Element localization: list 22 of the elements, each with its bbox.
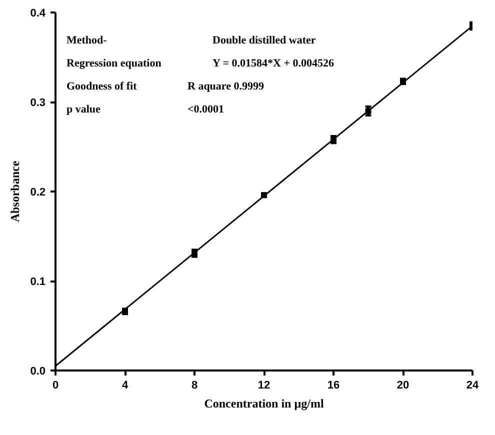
x-tick-label: 0 (52, 380, 59, 392)
annotation: R aquare 0.9999 (188, 80, 264, 92)
x-tick-label: 8 (191, 380, 198, 392)
annotation: p value (66, 104, 101, 116)
y-axis-title: Absorbance (8, 160, 22, 222)
annotation: Double distilled water (212, 34, 316, 46)
x-tick-label: 20 (396, 380, 410, 392)
x-tick-label: 16 (327, 380, 340, 392)
y-tick-label: 0.1 (30, 276, 46, 288)
x-tick-label: 12 (258, 380, 270, 392)
x-tick-label: 4 (122, 380, 129, 392)
annotation: <0.0001 (188, 104, 224, 116)
y-tick-label: 0.2 (30, 186, 46, 198)
annotation: Goodness of fit (66, 80, 138, 92)
x-tick-label: 24 (466, 380, 480, 392)
annotation: Y = 0.01584*X + 0.004526 (212, 58, 335, 70)
annotation: Regression equation (66, 58, 162, 70)
annotation: Method- (66, 34, 108, 46)
y-tick-label: 0.4 (30, 8, 46, 20)
y-tick-label: 0.0 (30, 366, 46, 378)
y-tick-label: 0.3 (30, 97, 46, 109)
x-axis-title: Concentration in µg/ml (204, 396, 324, 410)
